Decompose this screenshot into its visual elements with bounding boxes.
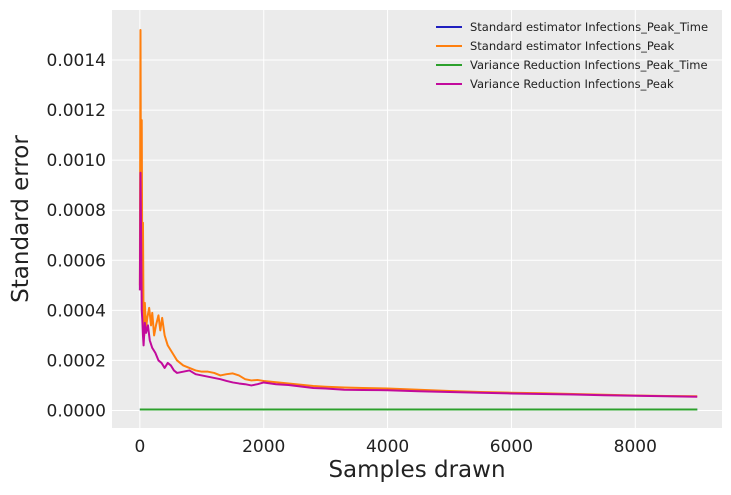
series-line-2 — [138, 29, 698, 398]
legend-label: Variance Reduction Infections_Peak — [470, 77, 674, 91]
series-group — [138, 29, 698, 411]
legend-label: Standard estimator Infections_Peak_Time — [470, 20, 708, 34]
x-tick-label: 6000 — [490, 437, 533, 457]
y-tick-label: 0.0000 — [47, 401, 106, 421]
x-tick-labels: 0 2000 4000 6000 8000 — [134, 437, 656, 457]
x-axis-label: Samples drawn — [328, 457, 505, 483]
x-tick-label: 4000 — [366, 437, 409, 457]
plot-background — [112, 10, 722, 428]
x-tick-label: 8000 — [614, 437, 657, 457]
y-tick-label: 0.0012 — [47, 101, 106, 121]
x-tick-label: 0 — [134, 437, 145, 457]
legend: Standard estimator Infections_Peak_Time S… — [436, 20, 708, 91]
y-tick-labels: 0.0000 0.0002 0.0004 0.0006 0.0008 0.0010 0.00… — [47, 51, 106, 421]
legend-label: Variance Reduction Infections_Peak_Time — [470, 58, 708, 72]
y-tick-label: 0.0004 — [47, 301, 106, 321]
series-line-4 — [138, 171, 698, 398]
y-tick-label: 0.0002 — [47, 351, 106, 371]
legend-label: Standard estimator Infections_Peak — [470, 39, 674, 53]
y-tick-label: 0.0014 — [47, 51, 106, 71]
y-tick-label: 0.0010 — [47, 151, 106, 171]
y-axis-label: Standard error — [8, 135, 34, 303]
y-tick-label: 0.0006 — [47, 251, 106, 271]
y-tick-label: 0.0008 — [47, 201, 106, 221]
x-tick-label: 2000 — [242, 437, 285, 457]
